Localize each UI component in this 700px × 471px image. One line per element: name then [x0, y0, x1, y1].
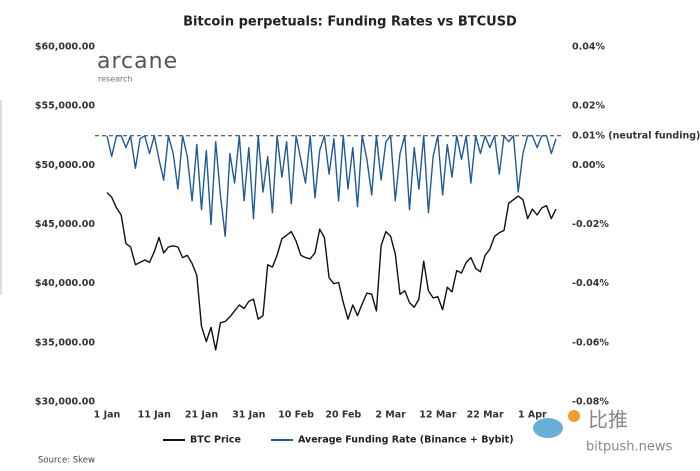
- y2-tick-label: -0.06%: [572, 337, 609, 348]
- y2-tick-label: 0.02%: [572, 101, 605, 112]
- y-tick-label: $55,000.00: [35, 101, 95, 112]
- x-tick-label: 31 Jan: [232, 410, 265, 421]
- x-tick-label: 2 Mar: [375, 410, 406, 421]
- y-tick-label: $60,000.00: [35, 42, 95, 53]
- y-tick-label: $30,000.00: [35, 397, 95, 408]
- y2-tick-label: -0.04%: [572, 278, 609, 289]
- series-line: [106, 192, 557, 351]
- y2-tick-label: 0.00%: [572, 160, 605, 171]
- x-tick-label: 21 Jan: [185, 410, 218, 421]
- y2-tick-label: -0.02%: [572, 219, 609, 230]
- legend-label: BTC Price: [190, 435, 241, 446]
- x-tick-label: 1 Jan: [94, 410, 121, 421]
- watermark-name: 比推: [588, 408, 628, 432]
- x-tick-label: 12 Mar: [419, 410, 456, 421]
- source: Source: Skew: [38, 456, 95, 466]
- logo-tagline: research: [98, 75, 133, 84]
- watermark: 比推 bitpush.news: [533, 408, 672, 455]
- watermark-icon: [533, 418, 563, 438]
- watermark-coin: [568, 410, 580, 422]
- x-tick-label: 1 Apr: [518, 410, 547, 421]
- y2-tick-label: -0.08%: [572, 397, 609, 408]
- chart-title: Bitcoin perpetuals: Funding Rates vs BTC…: [183, 15, 517, 30]
- legend-label: Average Funding Rate (Binance + Bybit): [298, 435, 514, 446]
- watermark-site: bitpush.news: [586, 440, 672, 455]
- series-line: [106, 135, 557, 237]
- y-tick-label: $50,000.00: [35, 160, 95, 171]
- logo: arcane: [97, 49, 178, 74]
- y2-tick-label: 0.04%: [572, 42, 605, 53]
- x-tick-label: 11 Jan: [138, 410, 171, 421]
- x-tick-label: 22 Mar: [467, 410, 504, 421]
- y-tick-label: $40,000.00: [35, 278, 95, 289]
- y-tick-label: $45,000.00: [35, 219, 95, 230]
- annotation: 0.01% (neutral funding): [572, 130, 700, 141]
- x-tick-label: 20 Feb: [325, 410, 361, 421]
- y-tick-label: $35,000.00: [35, 337, 95, 348]
- x-tick-label: 10 Feb: [278, 410, 314, 421]
